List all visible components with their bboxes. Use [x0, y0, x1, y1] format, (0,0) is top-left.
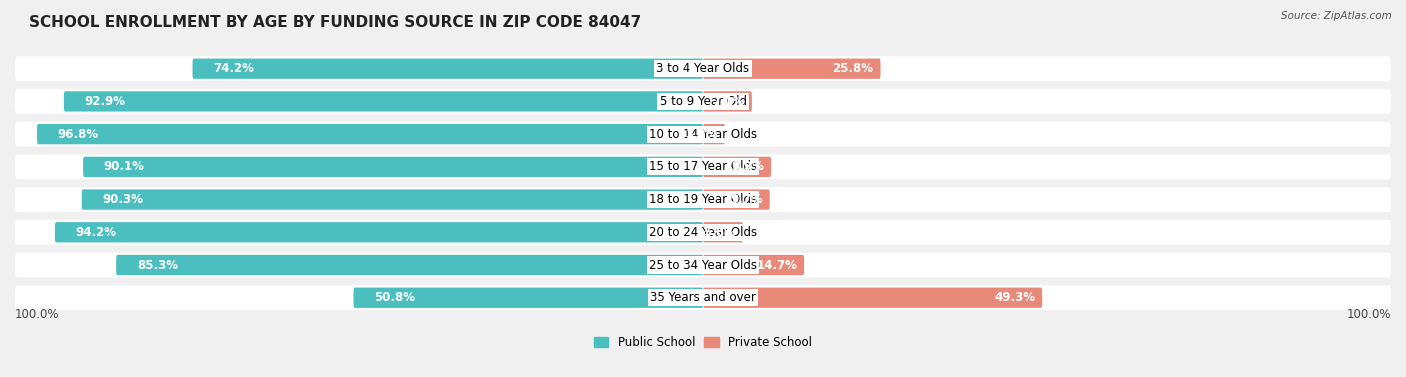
Text: 5.8%: 5.8%: [703, 226, 735, 239]
FancyBboxPatch shape: [353, 288, 703, 308]
FancyBboxPatch shape: [117, 255, 703, 275]
Text: 20 to 24 Year Olds: 20 to 24 Year Olds: [650, 226, 756, 239]
Text: 100.0%: 100.0%: [1347, 308, 1391, 321]
Text: 3.2%: 3.2%: [686, 128, 718, 141]
FancyBboxPatch shape: [15, 122, 1391, 147]
Text: 3 to 4 Year Olds: 3 to 4 Year Olds: [657, 62, 749, 75]
FancyBboxPatch shape: [703, 157, 770, 177]
FancyBboxPatch shape: [15, 253, 1391, 277]
FancyBboxPatch shape: [83, 157, 703, 177]
Text: Source: ZipAtlas.com: Source: ZipAtlas.com: [1281, 11, 1392, 21]
Text: 49.3%: 49.3%: [994, 291, 1035, 304]
Legend: Public School, Private School: Public School, Private School: [589, 331, 817, 354]
Text: 90.3%: 90.3%: [103, 193, 143, 206]
FancyBboxPatch shape: [15, 89, 1391, 114]
FancyBboxPatch shape: [15, 285, 1391, 310]
FancyBboxPatch shape: [15, 56, 1391, 81]
FancyBboxPatch shape: [703, 288, 1042, 308]
FancyBboxPatch shape: [703, 189, 769, 210]
Text: 35 Years and over: 35 Years and over: [650, 291, 756, 304]
Text: 25.8%: 25.8%: [832, 62, 873, 75]
FancyBboxPatch shape: [37, 124, 703, 144]
Text: 9.7%: 9.7%: [730, 193, 763, 206]
FancyBboxPatch shape: [15, 155, 1391, 179]
FancyBboxPatch shape: [55, 222, 703, 242]
Text: 10 to 14 Year Olds: 10 to 14 Year Olds: [650, 128, 756, 141]
Text: SCHOOL ENROLLMENT BY AGE BY FUNDING SOURCE IN ZIP CODE 84047: SCHOOL ENROLLMENT BY AGE BY FUNDING SOUR…: [28, 15, 641, 30]
Text: 74.2%: 74.2%: [214, 62, 254, 75]
FancyBboxPatch shape: [63, 91, 703, 112]
Text: 90.1%: 90.1%: [104, 160, 145, 173]
Text: 9.9%: 9.9%: [731, 160, 765, 173]
Text: 14.7%: 14.7%: [756, 259, 797, 271]
FancyBboxPatch shape: [703, 58, 880, 79]
Text: 92.9%: 92.9%: [84, 95, 125, 108]
FancyBboxPatch shape: [703, 222, 742, 242]
Text: 96.8%: 96.8%: [58, 128, 98, 141]
FancyBboxPatch shape: [703, 255, 804, 275]
FancyBboxPatch shape: [15, 220, 1391, 245]
FancyBboxPatch shape: [15, 187, 1391, 212]
FancyBboxPatch shape: [193, 58, 703, 79]
Text: 50.8%: 50.8%: [374, 291, 415, 304]
Text: 100.0%: 100.0%: [15, 308, 59, 321]
Text: 7.1%: 7.1%: [713, 95, 745, 108]
FancyBboxPatch shape: [82, 189, 703, 210]
Text: 85.3%: 85.3%: [136, 259, 177, 271]
FancyBboxPatch shape: [703, 124, 725, 144]
Text: 25 to 34 Year Olds: 25 to 34 Year Olds: [650, 259, 756, 271]
Text: 18 to 19 Year Olds: 18 to 19 Year Olds: [650, 193, 756, 206]
Text: 15 to 17 Year Olds: 15 to 17 Year Olds: [650, 160, 756, 173]
Text: 94.2%: 94.2%: [76, 226, 117, 239]
Text: 5 to 9 Year Old: 5 to 9 Year Old: [659, 95, 747, 108]
FancyBboxPatch shape: [703, 91, 752, 112]
